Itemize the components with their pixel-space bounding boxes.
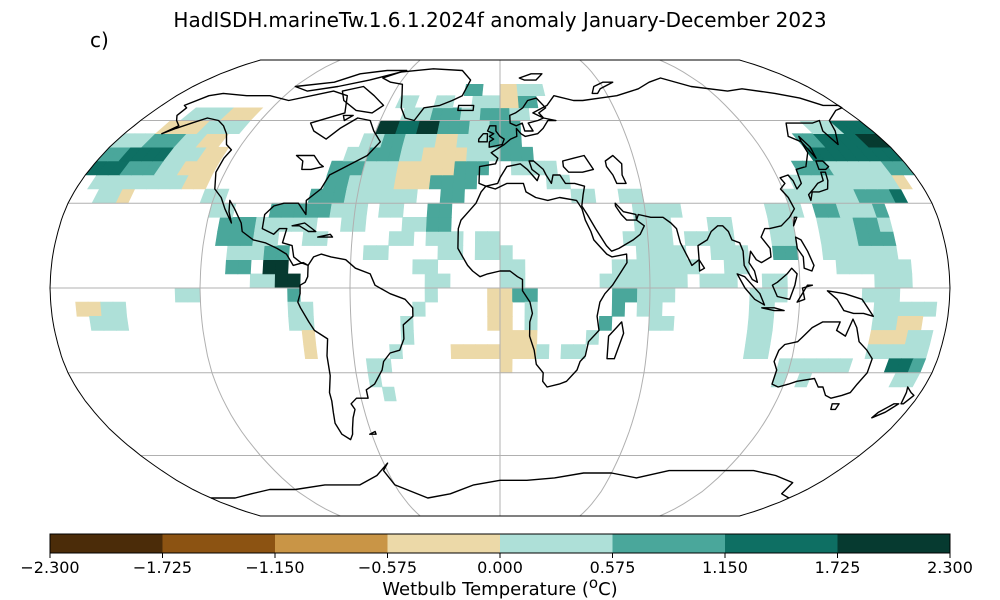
map-boundary	[49, 59, 951, 517]
coastline-caspian	[604, 154, 627, 185]
coastline-svalbard	[518, 73, 543, 81]
colorbar-swatch	[612, 534, 726, 553]
anomaly-cell	[897, 259, 913, 275]
coastline-hokkaido	[815, 160, 830, 171]
anomaly-cell	[450, 231, 464, 246]
colorbar-tick-label: 1.725	[814, 558, 861, 577]
colorbar-label: Wetbulb Temperature (oC)	[382, 574, 618, 600]
meridian-line	[199, 60, 341, 516]
coastline-iceland	[457, 104, 475, 112]
anomaly-cell	[686, 259, 701, 275]
colorbar-tick-label: 1.150	[702, 558, 748, 577]
colorbar-tick-label: 2.300	[927, 558, 973, 577]
coastline-new-zealand-n	[900, 386, 915, 405]
meridian-line	[659, 60, 801, 516]
coastline-cuba	[291, 222, 317, 233]
coastline-novaya-zemlya	[591, 81, 614, 95]
coastline-ireland	[477, 133, 489, 143]
coastline-australia	[771, 318, 873, 399]
colorbar-swatch	[837, 534, 951, 553]
anomaly-cell	[533, 84, 546, 96]
graticule	[50, 60, 950, 516]
coastline-philippines	[794, 236, 815, 272]
coastline-antarctica	[211, 462, 794, 499]
anomaly-cell	[512, 259, 526, 275]
coastline-sumatra	[736, 273, 766, 306]
anomaly-cell	[922, 301, 938, 317]
anomaly-cell	[208, 146, 230, 162]
colorbar-swatch	[387, 534, 501, 553]
anomaly-cell	[660, 316, 675, 331]
colorbar-tick-label: 0.575	[589, 558, 636, 577]
chart-title: HadISDH.marineTw.1.6.1.2024f anomaly Jan…	[173, 8, 827, 32]
coastline-eurasia	[478, 77, 843, 283]
coastline-great-lakes	[295, 154, 324, 171]
coastline-arabia-gulf	[614, 202, 638, 221]
colorbar-tick-label: −2.300	[20, 558, 80, 577]
anomaly-grid-cells	[75, 84, 938, 402]
coastline-sri-lanka	[698, 259, 706, 272]
anomaly-cell	[472, 84, 484, 96]
coastline-japan	[807, 171, 829, 202]
anomaly-cell	[303, 344, 318, 359]
meridian-line	[349, 60, 421, 516]
coastline-africa	[457, 182, 628, 388]
coastline-tasmania	[830, 403, 840, 411]
coastline-borneo	[771, 267, 798, 300]
coastline-madagascar	[606, 321, 625, 360]
anomaly-cell	[611, 301, 626, 317]
coastline-new-guinea	[826, 290, 874, 317]
coastline-sakhalin	[798, 135, 817, 159]
anomaly-cell	[718, 217, 734, 232]
coastline-new-zealand-s	[871, 403, 900, 419]
anomaly-cell	[113, 316, 130, 331]
panel-label: c)	[90, 28, 109, 52]
coastline-java	[761, 307, 785, 312]
colorbar-tick-label: −1.725	[132, 558, 193, 577]
coastline-north-america	[161, 90, 381, 267]
coastline-sulawesi	[796, 284, 814, 303]
coastline-south-america	[297, 253, 414, 441]
coastline-falklands	[369, 430, 377, 435]
coastlines	[161, 68, 915, 499]
coastline-britain	[486, 125, 505, 148]
coastline-baffin	[341, 85, 385, 114]
coastline-greenland	[382, 68, 472, 122]
colorbar-swatch	[50, 534, 163, 553]
coastline-hispaniola	[317, 233, 334, 238]
coastline-hudson-islands	[342, 114, 354, 122]
colorbar-swatch	[162, 534, 276, 553]
anomaly-cell	[424, 259, 439, 275]
colorbar-tick-label: −0.575	[357, 558, 418, 577]
coastline-black-sea	[562, 154, 595, 173]
coastline-arctic-islands	[294, 69, 408, 92]
coastline-taiwan	[792, 216, 798, 227]
colorbar-tick-label: 0.000	[477, 558, 523, 577]
colorbar-swatch	[725, 534, 838, 553]
anomaly-cell	[536, 344, 550, 359]
anomaly-cell	[755, 344, 771, 359]
colorbar-tick-label: −1.150	[245, 558, 305, 577]
anomaly-cell	[404, 95, 420, 109]
anomaly-cell	[572, 344, 587, 359]
colorbar-swatch	[275, 534, 388, 553]
meridian-line	[579, 60, 651, 516]
anomaly-cell	[381, 386, 397, 402]
colorbar-swatch	[500, 534, 613, 553]
anomaly-cell	[375, 245, 389, 260]
anomaly-cell	[598, 316, 613, 331]
